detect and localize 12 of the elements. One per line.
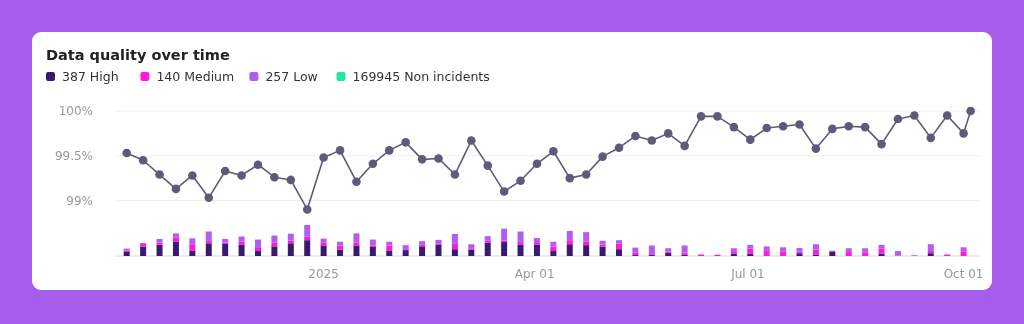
y-tick-label: 99.5% [54, 148, 93, 163]
legend-label: 140 Medium [156, 69, 235, 84]
legend-label: 257 Low [265, 69, 318, 84]
y-tick-label: 99% [66, 193, 93, 208]
legend-label: 387 High [62, 69, 119, 84]
x-tick-label: Oct 01 [943, 267, 984, 281]
x-tick-label: Jul 01 [730, 267, 765, 281]
legend-label: 169945 Non incidents [352, 69, 490, 84]
x-tick-label: 2025 [308, 267, 339, 281]
x-tick-label: Apr 01 [514, 267, 555, 281]
chart-title: Data quality over time [46, 47, 230, 63]
y-tick-label: 100% [58, 104, 93, 118]
